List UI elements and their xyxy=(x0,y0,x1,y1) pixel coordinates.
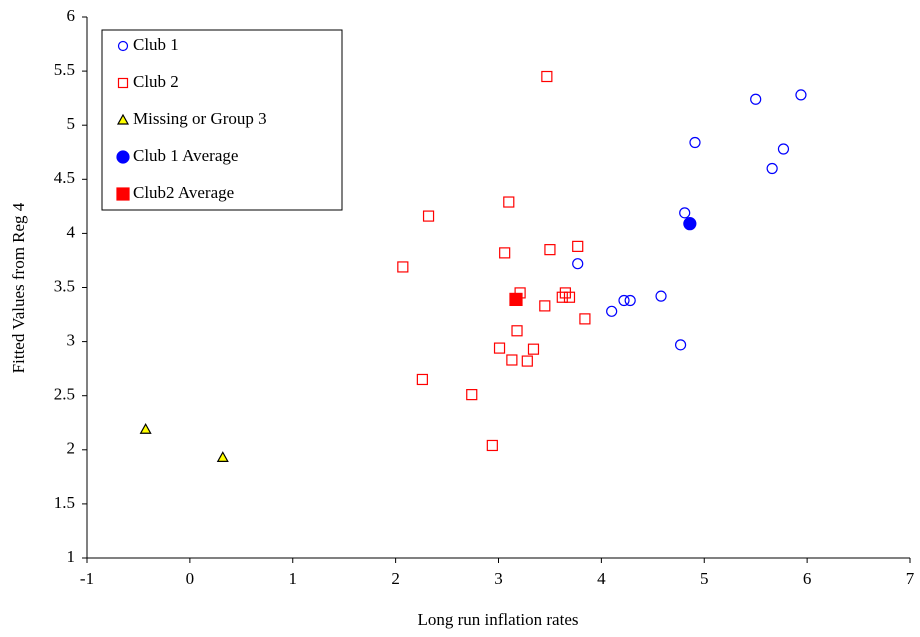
legend-label: Missing or Group 3 xyxy=(133,109,267,128)
point xyxy=(679,207,691,219)
legend-marker xyxy=(116,187,130,201)
x-tick-label: 4 xyxy=(597,569,606,588)
point xyxy=(422,210,435,222)
y-tick-label: 5 xyxy=(67,114,76,133)
point xyxy=(683,217,697,231)
x-tick-label: 1 xyxy=(289,569,298,588)
point xyxy=(655,290,667,302)
y-tick-label: 6 xyxy=(67,6,76,25)
y-tick-label: 2.5 xyxy=(54,385,75,404)
y-tick-label: 1 xyxy=(67,547,76,566)
point xyxy=(544,244,556,256)
point xyxy=(556,291,568,303)
point xyxy=(521,355,533,367)
point xyxy=(527,343,540,355)
point xyxy=(572,240,584,252)
point xyxy=(416,373,428,386)
point xyxy=(624,294,636,307)
point xyxy=(689,136,701,149)
point xyxy=(493,342,506,354)
legend-label: Club 2 xyxy=(133,72,179,91)
legend-label: Club2 Average xyxy=(133,183,234,202)
point xyxy=(503,196,515,208)
y-tick-label: 3 xyxy=(67,331,76,350)
legend-box xyxy=(101,29,343,211)
y-tick-label: 4.5 xyxy=(54,168,75,187)
point xyxy=(559,287,571,299)
point xyxy=(216,451,229,462)
point xyxy=(674,339,687,351)
legend-marker xyxy=(116,150,130,164)
point xyxy=(795,89,807,101)
point xyxy=(541,70,553,83)
point xyxy=(499,247,511,259)
legend-marker xyxy=(117,77,129,89)
point xyxy=(139,423,152,434)
y-tick-label: 1.5 xyxy=(54,493,75,512)
point xyxy=(486,439,498,452)
x-tick-label: 5 xyxy=(700,569,709,588)
point xyxy=(509,292,523,307)
point xyxy=(777,143,790,155)
point xyxy=(511,325,523,337)
x-tick-label: 6 xyxy=(803,569,812,588)
point xyxy=(539,300,551,312)
legend-marker xyxy=(117,40,129,52)
point xyxy=(618,294,630,307)
y-axis-label: Fitted Values from Reg 4 xyxy=(9,202,28,373)
point xyxy=(766,162,778,175)
point xyxy=(579,313,591,325)
y-tick-label: 5.5 xyxy=(54,60,75,79)
x-tick-label: 0 xyxy=(186,569,195,588)
point xyxy=(466,389,478,401)
point xyxy=(606,305,618,317)
point xyxy=(750,93,762,105)
x-axis-label: Long run inflation rates xyxy=(418,610,579,629)
point xyxy=(397,261,409,273)
y-tick-label: 4 xyxy=(67,222,76,241)
y-tick-label: 2 xyxy=(67,439,76,458)
legend-label: Club 1 Average xyxy=(133,146,238,165)
legend-marker xyxy=(116,113,130,125)
point xyxy=(563,291,576,303)
x-tick-label: 3 xyxy=(494,569,503,588)
point xyxy=(506,354,518,366)
x-tick-label: 7 xyxy=(906,569,915,588)
legend-label: Club 1 xyxy=(133,35,179,54)
x-tick-label: 2 xyxy=(391,569,400,588)
point xyxy=(572,258,584,270)
y-tick-label: 3.5 xyxy=(54,276,75,295)
x-tick-label: -1 xyxy=(80,569,94,588)
